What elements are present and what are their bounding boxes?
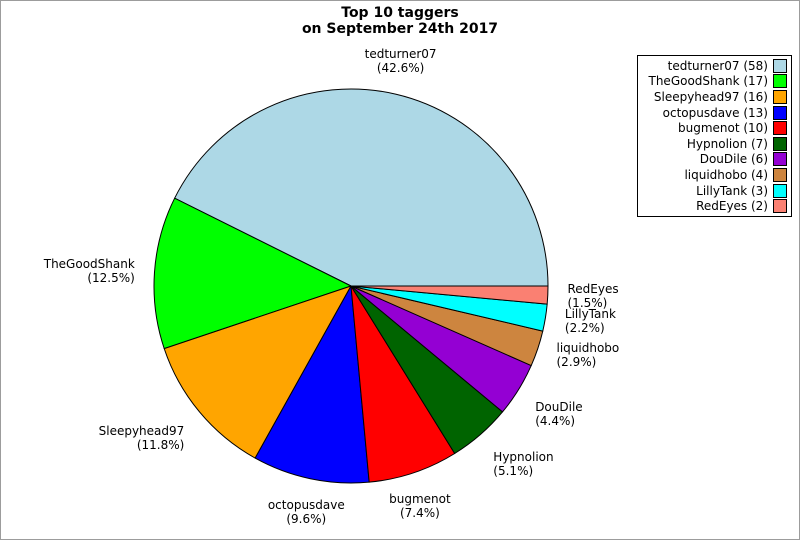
slice-label-percent: (5.1%) xyxy=(493,463,534,478)
slice-label-LillyTank: LillyTank (2.2%) xyxy=(565,307,616,335)
legend-label: Sleepyhead97 (16) xyxy=(653,89,768,104)
legend-label: DouDile (6) xyxy=(699,152,768,167)
legend-row-TheGoodShank: TheGoodShank (17) xyxy=(642,74,787,89)
color-swatch-Hypnolion xyxy=(773,136,787,151)
legend-row-RedEyes: RedEyes (2) xyxy=(642,199,787,214)
color-swatch-Sleepyhead97 xyxy=(773,89,787,104)
legend-label: liquidhobo (4) xyxy=(684,167,768,182)
slice-label-octopusdave: octopusdave (9.6%) xyxy=(268,498,345,526)
slice-label-percent: (9.6%) xyxy=(286,512,327,526)
pie-slice-tedturner07 xyxy=(174,88,549,287)
slice-label-name: TheGoodShank xyxy=(43,257,135,271)
legend-row-liquidhobo: liquidhobo (4) xyxy=(642,167,787,182)
slice-label-percent: (11.8%) xyxy=(136,438,185,453)
color-swatch-RedEyes xyxy=(773,199,787,214)
slice-label-bugmenot: bugmenot (7.4%) xyxy=(389,492,451,520)
legend-row-Sleepyhead97: Sleepyhead97 (16) xyxy=(642,89,787,104)
chart-title-line1: Top 10 taggers xyxy=(341,5,459,21)
legend-row-DouDile: DouDile (6) xyxy=(642,152,787,167)
legend-label: tedturner07 (58) xyxy=(667,58,768,73)
slice-label-percent: (2.9%) xyxy=(556,354,597,369)
color-swatch-bugmenot xyxy=(773,121,787,136)
color-swatch-TheGoodShank xyxy=(773,74,787,89)
slice-label-percent: (1.5%) xyxy=(567,296,608,310)
slice-label-RedEyes: RedEyes (1.5%) xyxy=(568,282,619,310)
slice-label-name: LillyTank xyxy=(564,306,616,321)
slice-label-percent: (12.5%) xyxy=(87,271,135,285)
legend-label: TheGoodShank (17) xyxy=(648,74,769,89)
slice-label-name: Sleepyhead97 xyxy=(98,424,185,439)
slice-label-name: liquidhobo xyxy=(556,340,620,355)
slice-label-name: RedEyes xyxy=(567,282,619,296)
color-swatch-liquidhobo xyxy=(773,167,787,182)
legend-row-bugmenot: bugmenot (10) xyxy=(642,121,787,136)
color-swatch-tedturner07 xyxy=(773,58,787,73)
slice-label-percent: (2.2%) xyxy=(564,320,605,335)
chart-title: Top 10 taggers on September 24th 2017 xyxy=(1,5,799,37)
slice-label-percent: (42.6%) xyxy=(376,61,425,76)
slice-label-percent: (4.4%) xyxy=(535,414,576,429)
slice-label-name: bugmenot xyxy=(389,491,451,506)
slice-label-percent: (7.4%) xyxy=(399,505,440,520)
legend-label: bugmenot (10) xyxy=(677,121,768,136)
legend-row-tedturner07: tedturner07 (58) xyxy=(642,58,787,73)
legend-label: RedEyes (2) xyxy=(696,199,768,214)
pie-slice-Sleepyhead97 xyxy=(163,285,352,459)
chart-title-line2: on September 24th 2017 xyxy=(301,21,499,37)
pie-slice-octopusdave xyxy=(254,285,370,484)
slice-label-name: DouDile xyxy=(535,400,583,415)
legend-row-octopusdave: octopusdave (13) xyxy=(642,105,787,120)
pie-slice-RedEyes xyxy=(350,285,549,305)
slice-label-name: octopusdave xyxy=(267,498,345,512)
slice-label-DouDile: DouDile (4.4%) xyxy=(535,400,582,428)
legend-label: octopusdave (13) xyxy=(662,105,768,120)
slice-label-name: Hypnolion xyxy=(493,449,554,464)
legend-label: LillyTank (3) xyxy=(696,183,768,198)
slice-label-name: tedturner07 xyxy=(364,47,437,62)
legend-row-Hypnolion: Hypnolion (7) xyxy=(642,136,787,151)
legend-row-LillyTank: LillyTank (3) xyxy=(642,183,787,198)
color-swatch-LillyTank xyxy=(773,183,787,198)
color-swatch-octopusdave xyxy=(773,105,787,120)
legend-box: tedturner07 (58) TheGoodShank (17) Sleepyh… xyxy=(637,55,792,217)
slice-label-TheGoodShank: TheGoodShank (12.5%) xyxy=(44,257,135,285)
pie-slice-TheGoodShank xyxy=(153,197,352,350)
slice-label-tedturner07: tedturner07 (42.6%) xyxy=(365,47,437,75)
legend-label: Hypnolion (7) xyxy=(686,136,768,151)
slice-label-Hypnolion: Hypnolion (5.1%) xyxy=(493,450,553,478)
color-swatch-DouDile xyxy=(773,152,787,167)
slice-label-Sleepyhead97: Sleepyhead97 (11.8%) xyxy=(99,424,185,452)
slice-label-liquidhobo: liquidhobo (2.9%) xyxy=(557,341,620,369)
